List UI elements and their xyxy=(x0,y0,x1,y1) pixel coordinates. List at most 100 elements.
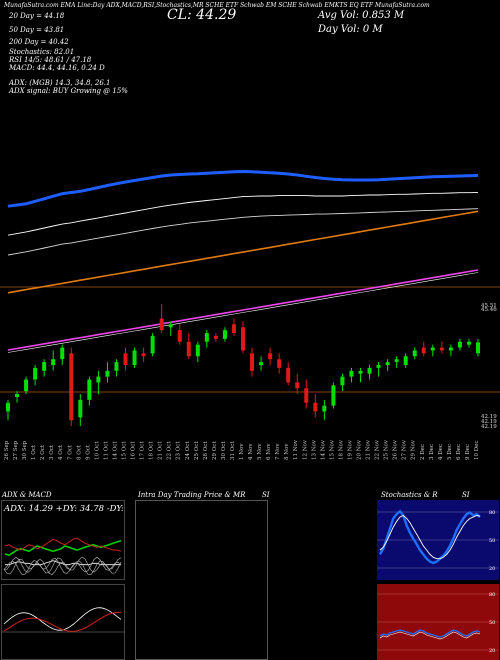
candle-body xyxy=(295,382,300,389)
date-tick-label: 5 Dec xyxy=(447,444,453,460)
macd-panel xyxy=(1,584,125,660)
stoch-si-label: SI xyxy=(462,491,470,499)
ema-line-20day xyxy=(7,169,479,208)
candle-body xyxy=(105,370,110,377)
chart-topline: MunafaSutra.com EMA Line:Day ADX,MACD,RS… xyxy=(4,2,430,9)
candle-body xyxy=(385,362,390,365)
candle-body xyxy=(421,347,426,354)
candle-body xyxy=(304,388,309,403)
candle-body xyxy=(331,385,336,406)
candle-body xyxy=(439,347,444,351)
date-tick-label: 4 Oct xyxy=(58,444,64,460)
adx-histogram-line xyxy=(3,556,122,575)
adx-minus-di-line xyxy=(4,537,122,552)
candle-body xyxy=(204,333,209,342)
candle-body xyxy=(96,376,101,383)
candle-body xyxy=(457,341,462,348)
date-tick-label: 3 Oct xyxy=(49,444,55,460)
date-tick-label: 1 Nov xyxy=(239,443,245,460)
date-tick-label: 19 Nov xyxy=(347,439,353,460)
date-tick-label: 6 Dec xyxy=(456,444,462,460)
date-tick-label: 22 Nov xyxy=(375,439,381,460)
candle-body xyxy=(6,402,10,412)
candle-body xyxy=(141,353,146,357)
candle-body xyxy=(213,335,218,339)
ema50-readout: 50 Day = 43.81 xyxy=(9,26,65,34)
price-axis-label: 42.19 xyxy=(481,414,497,420)
candle-body xyxy=(376,365,381,368)
candle-body xyxy=(466,341,471,345)
date-tick-label: 8 Oct xyxy=(76,444,82,460)
macd-readout: MACD: 44.4, 44.16, 0.24 D xyxy=(9,64,105,72)
price-axis-label: 45.51 xyxy=(481,303,497,309)
adx-histogram-line xyxy=(3,556,122,575)
candle-body xyxy=(42,362,47,371)
candle-body xyxy=(241,327,245,351)
close-price: CL: 44.29 xyxy=(167,7,237,23)
stoch-panel-title: Stochastics & R xyxy=(381,491,438,499)
avg-volume: Avg Vol: 0.853 M xyxy=(318,10,405,21)
candle-body xyxy=(340,376,345,386)
rsi-level-label: 20 xyxy=(489,648,495,654)
stochastics-panel: 80 50 20 xyxy=(377,500,499,580)
date-tick-label: 9 Dec xyxy=(465,444,471,460)
date-tick-label: 10 Oct xyxy=(94,441,100,460)
mrsi-line xyxy=(379,629,481,638)
date-tick-label: 20 Nov xyxy=(357,439,363,460)
candle-body xyxy=(123,353,128,365)
date-tick-label: 2 Oct xyxy=(40,444,46,460)
date-tick-label: 12 Nov xyxy=(302,439,308,460)
candle-body xyxy=(277,359,282,368)
date-tick-label: 17 Oct xyxy=(140,441,146,460)
date-tick-label: 11 Nov xyxy=(293,439,299,460)
date-tick-label: 29 Oct xyxy=(212,441,218,460)
adx-histogram-line xyxy=(3,556,122,575)
intraday-si-label: SI xyxy=(262,491,270,499)
date-tick-label: 26 Sep xyxy=(4,440,10,460)
date-tick-label: 25 Nov xyxy=(384,439,390,460)
candle-body xyxy=(114,362,119,371)
intraday-panel-title: Intra Day Trading Price & MR xyxy=(138,491,246,499)
date-tick-label: 24 Oct xyxy=(185,441,191,460)
date-tick-label: 21 Nov xyxy=(366,439,372,460)
candle-body xyxy=(168,324,173,328)
date-tick-label: 10 Dec xyxy=(474,441,480,461)
date-tick-label: 27 Nov xyxy=(402,439,408,460)
stoch-level-label: 20 xyxy=(489,566,495,572)
date-tick-label: 15 Nov xyxy=(329,439,335,460)
date-tick-label: 9 Oct xyxy=(85,444,91,460)
candle-body xyxy=(250,353,255,371)
date-tick-label: 28 Oct xyxy=(203,441,209,460)
date-tick-label: 25 Oct xyxy=(194,441,200,460)
date-tick-label: 3 Dec xyxy=(429,444,435,460)
adx-panel: ADX: 14.29 +DY: 34.78 -DY: 26.09 xyxy=(1,500,125,580)
price-axis-label: 42.19 xyxy=(481,424,497,430)
candle-body xyxy=(60,347,65,360)
date-tick-label: 18 Oct xyxy=(149,441,155,460)
date-tick-label: 14 Nov xyxy=(320,439,326,460)
candle-body xyxy=(394,359,399,363)
candle-body xyxy=(78,399,83,418)
date-tick-label: 6 Nov xyxy=(266,443,272,460)
date-tick-label: 15 Oct xyxy=(122,441,128,460)
date-tick-label: 7 Oct xyxy=(67,444,73,460)
candle-body xyxy=(313,402,318,412)
ema-line-200day xyxy=(7,210,479,294)
rsi-level-label: 80 xyxy=(489,592,495,598)
stochastics-readout: Stochastics: 82.01 xyxy=(9,48,75,56)
date-tick-label: 31 Oct xyxy=(230,441,236,460)
candle-body xyxy=(268,353,273,360)
candle-body xyxy=(286,367,291,383)
date-tick-label: 14 Oct xyxy=(112,441,118,460)
date-tick-label: 2 Dec xyxy=(420,444,426,460)
date-tick-label: 1 Oct xyxy=(31,444,37,460)
mrsi-signal-line xyxy=(379,631,481,640)
candle-body xyxy=(186,341,191,357)
date-tick-label: 30 Sep xyxy=(22,440,28,460)
macd-signal-line xyxy=(3,611,122,632)
candle-body xyxy=(367,367,372,374)
candle-body xyxy=(69,353,74,421)
date-tick-label: 22 Oct xyxy=(167,441,173,460)
date-tick-label: 8 Nov xyxy=(284,443,290,460)
